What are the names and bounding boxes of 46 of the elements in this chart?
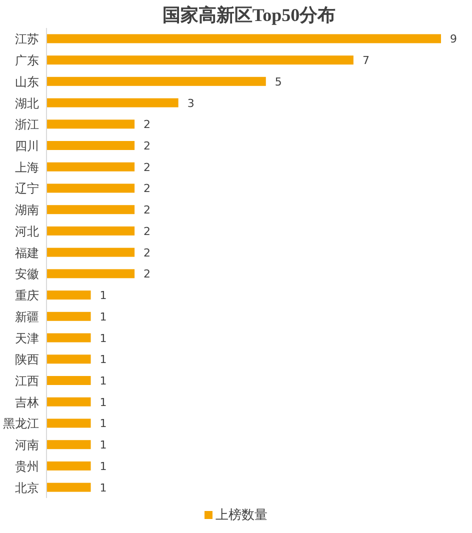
- data-label: 2: [144, 160, 151, 174]
- data-label: 1: [100, 460, 107, 473]
- data-label: 1: [100, 438, 107, 452]
- data-label: 9: [450, 32, 457, 46]
- data-label: 2: [144, 118, 151, 132]
- data-label: 1: [100, 481, 107, 494]
- category-label: 四川: [15, 139, 39, 153]
- category-label: 福建: [15, 246, 39, 260]
- data-label: 1: [100, 289, 107, 302]
- data-label: 2: [144, 204, 151, 217]
- data-label: 1: [100, 353, 107, 366]
- category-label: 上海: [15, 160, 39, 174]
- category-label: 安徽: [15, 267, 39, 282]
- category-label: 重庆: [15, 288, 39, 303]
- data-label: 3: [187, 96, 194, 110]
- data-label: 2: [144, 246, 151, 260]
- category-label: 山东: [15, 74, 39, 89]
- data-label: 2: [144, 268, 151, 281]
- data-label: 1: [100, 396, 107, 409]
- legend-label: 上榜数量: [216, 508, 268, 523]
- category-label: 湖北: [15, 96, 39, 110]
- category-label: 天津: [15, 331, 39, 346]
- category-label: 河南: [15, 438, 39, 452]
- category-label: 辽宁: [15, 182, 39, 196]
- category-label: 黑龙江: [3, 416, 39, 431]
- data-label: 1: [100, 310, 107, 324]
- title: 国家高新区Top50分布: [162, 5, 336, 25]
- category-label: 浙江: [15, 118, 39, 132]
- category-label: 新疆: [15, 310, 39, 324]
- category-label: 湖南: [15, 203, 39, 218]
- data-label: 2: [144, 224, 151, 238]
- data-label: 1: [100, 332, 107, 345]
- data-label: 7: [362, 54, 370, 68]
- category-label: 江苏: [15, 32, 39, 46]
- category-label: 北京: [15, 480, 39, 495]
- category-label: 河北: [15, 224, 39, 238]
- category-label: 吉林: [15, 395, 39, 410]
- data-label: 1: [100, 374, 107, 388]
- category-label: 陕西: [15, 352, 39, 367]
- category-label: 江西: [15, 374, 39, 388]
- category-label: 贵州: [15, 459, 39, 474]
- data-label: 5: [274, 75, 282, 88]
- data-label: 2: [144, 140, 151, 152]
- data-label: 2: [144, 182, 151, 196]
- data-label: 1: [100, 417, 107, 430]
- category-label: 广东: [15, 54, 39, 68]
